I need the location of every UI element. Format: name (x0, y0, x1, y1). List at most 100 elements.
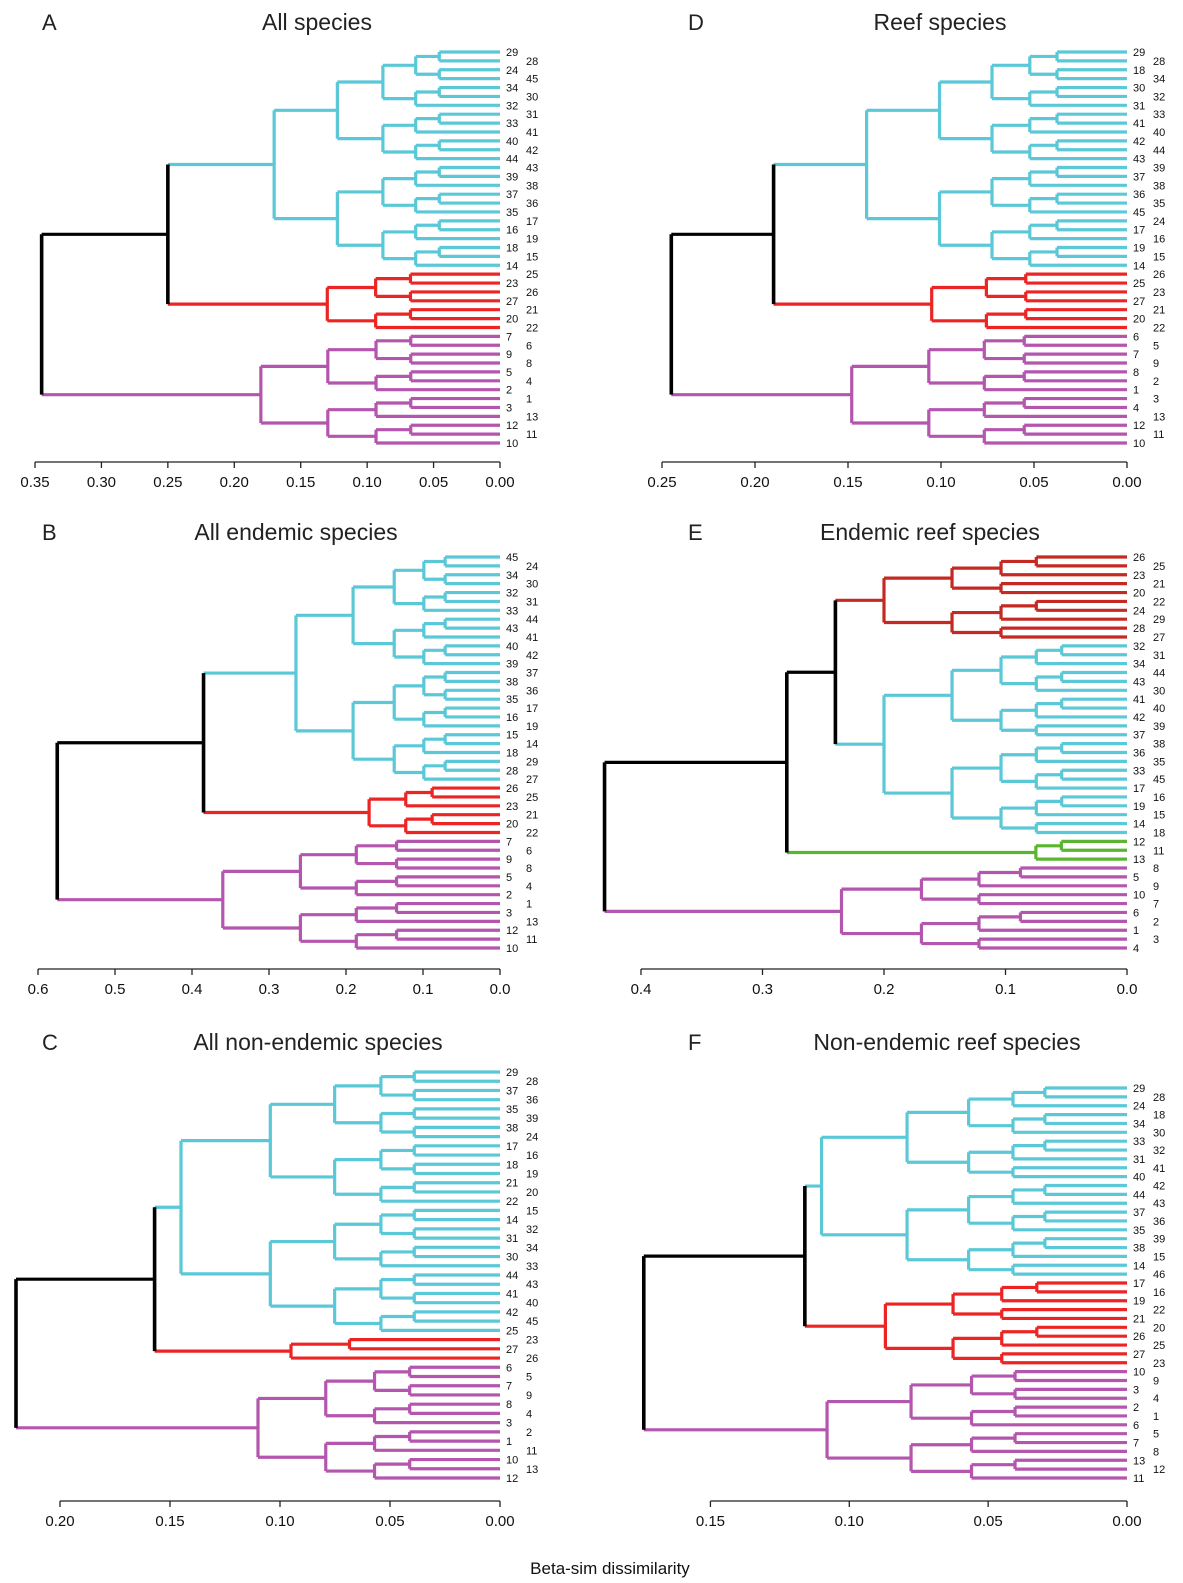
leaf-label: 34 (526, 1242, 538, 1254)
leaf-label: 31 (526, 109, 538, 121)
leaf-label: 21 (506, 1178, 518, 1190)
panel-title: All non-endemic species (193, 1029, 442, 1055)
leaf-label: 33 (1133, 765, 1145, 777)
leaf-label: 4 (1133, 402, 1139, 414)
leaf-label: 12 (506, 1473, 518, 1485)
leaf-label: 2 (1133, 1402, 1139, 1414)
panel-C: C All non-endemic species2928373635393824… (14, 1029, 538, 1530)
leaf-label: 19 (1133, 801, 1145, 813)
leaf-label: 6 (1133, 331, 1139, 343)
leaf-label: 24 (506, 65, 518, 77)
leaf-label: 34 (1133, 1118, 1145, 1130)
leaf-label: 23 (1153, 287, 1165, 299)
leaf-label: 24 (1133, 1101, 1145, 1113)
leaf-label: 43 (1133, 676, 1145, 688)
cluster-green (1034, 839, 1127, 861)
leaf-label: 22 (526, 322, 538, 334)
tick-label: 0.05 (1019, 474, 1048, 491)
leaf-label: 9 (1153, 881, 1159, 893)
panel-title: All endemic species (194, 519, 397, 545)
leaf-label: 41 (506, 1288, 518, 1300)
cluster-red (289, 1337, 500, 1360)
panel-letter: C (42, 1030, 58, 1055)
leaf-label: 30 (526, 579, 538, 591)
leaf-label: 29 (506, 47, 518, 59)
leaf-label: 31 (1153, 650, 1165, 662)
leaf-label: 44 (526, 614, 538, 626)
leaf-label: 19 (526, 1169, 538, 1181)
leaf-label: 35 (506, 1104, 518, 1116)
leaf-label: 40 (1153, 703, 1165, 715)
leaf-label: 41 (1153, 1163, 1165, 1175)
leaf-label: 41 (526, 632, 538, 644)
leaf-label: 28 (506, 765, 518, 777)
leaf-label: 9 (506, 854, 512, 866)
x-axis: 0.15 0.10 0.05 0.00 (696, 1500, 1142, 1530)
leaf-label: 8 (1133, 367, 1139, 379)
leaf-label: 24 (1153, 216, 1165, 228)
leaf-label: 8 (526, 358, 532, 370)
leaf-label: 32 (1153, 91, 1165, 103)
leaf-label: 6 (526, 845, 532, 857)
cluster-cyan (272, 50, 500, 267)
tick-label: 0.1 (995, 981, 1016, 998)
leaf-label: 2 (506, 890, 512, 902)
tick-label: 0.6 (28, 981, 49, 998)
tick-label: 0.1 (413, 981, 434, 998)
leaf-label: 18 (506, 748, 518, 760)
leaf-label: 13 (1133, 854, 1145, 866)
tick-label: 0.20 (220, 474, 249, 491)
x-axis: 0.35 0.30 0.25 0.20 0.15 0.10 0.05 0.00 (20, 461, 515, 491)
cluster-magenta (825, 1370, 1127, 1480)
cluster-magenta (221, 839, 500, 950)
leaf-label: 14 (1133, 819, 1145, 831)
panel-title: Non-endemic reef species (813, 1029, 1080, 1055)
panel-B: B All endemic species45243430323133444341… (28, 519, 539, 998)
leaf-label: 37 (506, 189, 518, 201)
leaf-label: 43 (1133, 154, 1145, 166)
leaf-label: 5 (506, 367, 512, 379)
panel-title: Reef species (874, 9, 1007, 35)
leaf-label: 3 (1133, 1384, 1139, 1396)
leaf-label: 39 (506, 659, 518, 671)
leaf-label: 22 (1153, 596, 1165, 608)
leaf-label: 15 (526, 251, 538, 263)
leaf-label: 7 (506, 1381, 512, 1393)
leaf-label: 16 (1153, 234, 1165, 246)
leaf-label: 45 (526, 74, 538, 86)
leaf-label: 30 (506, 1252, 518, 1264)
leaf-label: 19 (1133, 1296, 1145, 1308)
leaf-label: 4 (1153, 1393, 1159, 1405)
leaf-label: 26 (1133, 1331, 1145, 1343)
leaf-label: 24 (1133, 605, 1145, 617)
panel-A: A All species2928244534303231334140424443… (20, 9, 538, 491)
leaf-label: 6 (1133, 1420, 1139, 1432)
leaf-label: 12 (1153, 1464, 1165, 1476)
leaf-label: 11 (1153, 429, 1164, 441)
leaf-label: 32 (506, 100, 518, 112)
leaf-label: 44 (1153, 145, 1165, 157)
cluster-magenta (850, 334, 1127, 445)
leaf-label: 9 (506, 349, 512, 361)
tick-label: 0.15 (286, 474, 315, 491)
panel-F: F Non-endemic reef species292824183430333… (641, 1029, 1165, 1530)
leaf-label: 3 (506, 1418, 512, 1430)
leaf-label: 42 (1153, 1181, 1165, 1193)
leaf-label: 45 (1133, 207, 1145, 219)
leaf-label: 36 (1133, 189, 1145, 201)
leaf-label: 12 (1133, 420, 1145, 432)
leaf-label: 7 (506, 836, 512, 848)
leaf-label: 13 (526, 1464, 538, 1476)
leaf-label: 25 (1133, 278, 1145, 290)
leaf-label: 16 (1153, 1287, 1165, 1299)
leaf-label: 21 (1153, 579, 1165, 591)
leaf-label: 10 (506, 438, 518, 450)
leaf-label: 16 (1153, 792, 1165, 804)
panel-letter: F (688, 1030, 701, 1055)
leaf-label: 43 (526, 163, 538, 175)
leaf-label: 7 (1133, 349, 1139, 361)
leaf-label: 16 (506, 712, 518, 724)
tick-label: 0.2 (336, 981, 357, 998)
leaf-label: 27 (1133, 296, 1145, 308)
tick-label: 0.30 (87, 474, 116, 491)
